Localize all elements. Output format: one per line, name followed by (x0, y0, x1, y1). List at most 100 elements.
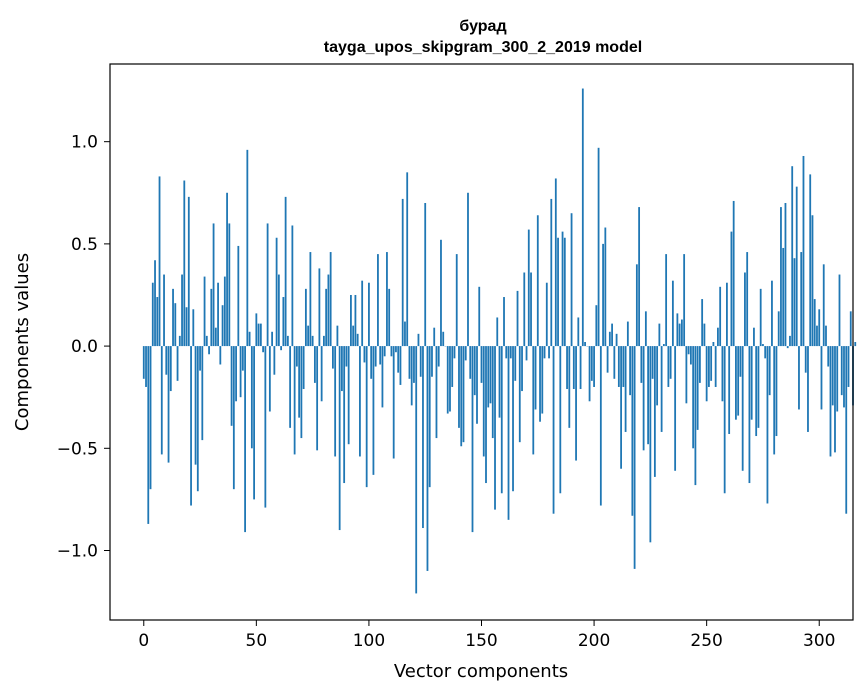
bar-20 (187, 196, 190, 347)
bar-170 (525, 346, 528, 361)
bar-166 (516, 290, 519, 347)
bar-7 (158, 176, 161, 347)
bar-146 (471, 346, 474, 533)
bar-138 (453, 346, 456, 359)
bar-144 (467, 192, 469, 347)
bar-119 (410, 346, 413, 406)
bar-312 (845, 346, 848, 514)
bar-275 (762, 344, 764, 347)
bar-69 (298, 346, 301, 418)
bar-253 (712, 342, 715, 347)
bar-313 (847, 346, 850, 387)
x-axis-label: Vector components (394, 661, 568, 682)
bar-92 (350, 294, 352, 347)
bar-129 (433, 327, 436, 347)
bar-221 (640, 346, 643, 383)
bar-266 (741, 346, 744, 471)
plot-frame (109, 63, 854, 621)
bar-1 (145, 346, 147, 387)
bar-130 (435, 346, 438, 439)
y-tick-label-0: −1.0 (57, 542, 98, 562)
bar-22 (192, 309, 195, 347)
bar-299 (816, 325, 818, 347)
bar-244 (692, 346, 695, 449)
bar-52 (259, 323, 262, 347)
bar-219 (635, 264, 638, 347)
bar-155 (491, 346, 494, 439)
bar-96 (359, 346, 361, 457)
bar-104 (377, 254, 379, 347)
bar-191 (572, 346, 575, 390)
y-axis-ticks: −1.0 −0.5 0.0 0.5 1.0 (57, 133, 110, 562)
bar-294 (804, 346, 807, 373)
bar-264 (737, 346, 740, 416)
bar-229 (658, 323, 661, 347)
bar-71 (302, 346, 305, 390)
bar-8 (160, 346, 163, 455)
bar-100 (368, 282, 370, 347)
x-tick-label-3: 150 (465, 631, 497, 651)
bar-205 (604, 227, 607, 347)
bar-258 (723, 346, 726, 494)
bar-180 (548, 346, 550, 359)
bar-124 (422, 346, 424, 529)
bar-3 (149, 346, 152, 490)
bar-67 (293, 346, 296, 455)
bar-38 (228, 223, 231, 347)
bar-142 (462, 346, 465, 443)
bar-45 (244, 346, 246, 533)
bar-192 (575, 346, 577, 461)
bar-273 (757, 346, 760, 428)
bar-306 (831, 346, 834, 406)
bar-10 (165, 346, 168, 375)
bar-101 (370, 346, 373, 379)
bar-149 (478, 286, 481, 347)
bar-250 (705, 346, 708, 402)
bar-226 (651, 346, 654, 379)
bar-41 (235, 346, 237, 402)
bar-177 (541, 346, 544, 414)
bar-24 (196, 346, 199, 492)
bar-268 (746, 252, 749, 347)
bar-230 (660, 346, 663, 432)
bar-147 (473, 346, 476, 396)
bar-204 (602, 243, 604, 347)
bar-291 (798, 346, 800, 410)
bar-209 (613, 346, 616, 379)
bar-158 (498, 346, 501, 418)
bar-297 (811, 215, 814, 347)
bar-56 (268, 346, 271, 412)
bar-131 (437, 346, 440, 367)
bar-201 (595, 305, 598, 347)
bar-47 (248, 331, 251, 347)
bar-175 (536, 215, 539, 347)
bar-136 (449, 346, 451, 412)
bar-97 (361, 280, 364, 347)
bar-179 (545, 282, 548, 347)
bar-260 (728, 346, 731, 434)
bar-78 (318, 268, 321, 347)
bar-127 (428, 346, 431, 488)
bar-87 (338, 346, 341, 531)
bar-94 (354, 294, 357, 347)
bar-307 (834, 346, 836, 453)
bar-51 (257, 323, 260, 347)
bar-272 (755, 346, 758, 437)
bar-162 (507, 346, 510, 520)
bar-105 (379, 346, 382, 365)
bar-193 (577, 317, 580, 347)
bar-239 (680, 319, 683, 347)
bar-161 (505, 346, 508, 359)
bar-63 (284, 196, 287, 347)
bar-173 (532, 346, 535, 455)
bar-102 (372, 346, 375, 475)
bar-225 (649, 346, 652, 543)
bar-184 (557, 237, 559, 347)
bar-79 (320, 346, 323, 402)
bar-39 (230, 346, 233, 426)
bar-5 (154, 260, 156, 347)
bar-35 (221, 305, 224, 347)
bar-46 (246, 149, 249, 347)
bar-44 (241, 346, 244, 371)
